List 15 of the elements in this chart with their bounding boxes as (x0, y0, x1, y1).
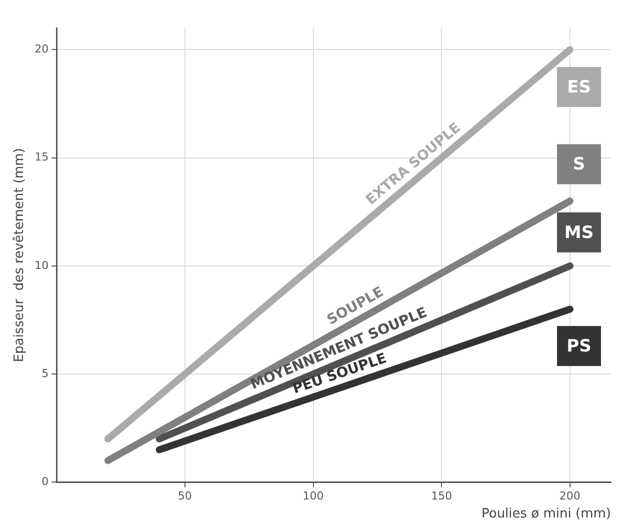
y-axis-title: Epaisseur des revêtement (mm) (12, 148, 28, 362)
y-tick-label: 5 (42, 366, 49, 380)
x-tick-label: 150 (431, 490, 452, 503)
y-tick-label: 20 (34, 42, 49, 56)
y-tick-label: 15 (34, 150, 49, 164)
y-tick-label: 0 (42, 475, 49, 488)
x-tick-label: 50 (178, 490, 192, 503)
x-axis-title: Poulies ø mini (mm) (481, 506, 611, 522)
x-tick-label: 100 (302, 490, 324, 503)
annotation: PS (566, 336, 592, 356)
annotation: ES (567, 77, 591, 98)
y-tick-label: 10 (34, 258, 49, 272)
x-tick-label: 200 (559, 490, 580, 503)
annotation: MS (564, 222, 594, 243)
annotation: S (572, 154, 586, 175)
